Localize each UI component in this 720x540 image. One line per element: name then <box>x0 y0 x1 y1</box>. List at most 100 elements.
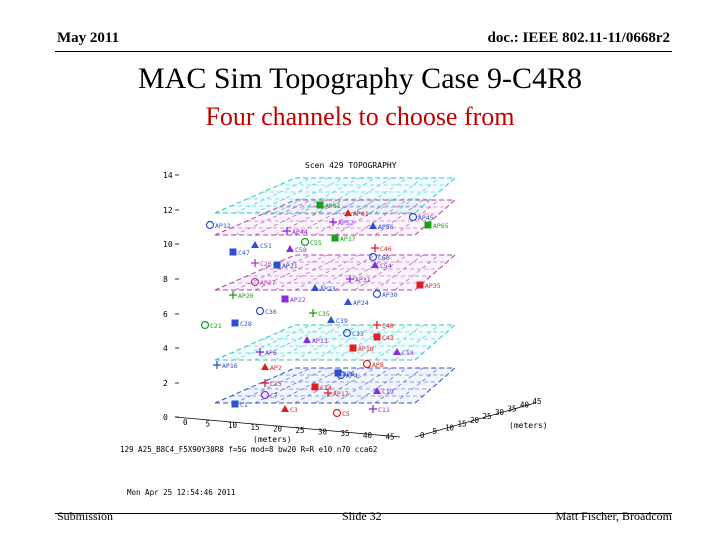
node-label: C60 <box>378 254 390 262</box>
header-divider <box>55 51 672 52</box>
plane-grid-line <box>274 177 344 214</box>
node-label: C33 <box>352 330 364 338</box>
plane-grid-line <box>294 199 360 236</box>
node-label: C3 <box>290 406 298 414</box>
plane-grid-line <box>394 254 440 291</box>
plane-grid-line <box>374 324 424 361</box>
z-axis-line <box>414 402 536 438</box>
plane-grid-line <box>314 254 376 291</box>
y-tick-label: 10 <box>163 240 173 249</box>
plane-outline <box>214 177 457 214</box>
plane-grid-line <box>294 367 360 404</box>
x-axis-line <box>174 416 401 438</box>
footer-submission: Submission <box>57 509 114 523</box>
node-marker <box>372 289 382 299</box>
plane-grid-line <box>254 177 328 214</box>
plane-grid-line <box>374 367 424 404</box>
plane-outline <box>214 324 457 361</box>
node-marker <box>424 221 432 229</box>
node-label: C5 <box>342 410 350 418</box>
node-label: AP44 <box>292 228 308 236</box>
node-marker <box>344 209 352 216</box>
node-marker <box>327 316 335 323</box>
node-label: AP10 <box>358 345 374 353</box>
node-label: C54 <box>380 262 392 270</box>
node-marker <box>250 277 260 287</box>
plane-grid-line <box>294 324 360 361</box>
x-tick-label: 25 <box>296 426 305 435</box>
node-marker <box>342 328 352 338</box>
node-label: C47 <box>238 249 250 257</box>
node-label: C55 <box>310 239 322 247</box>
node-marker <box>368 252 378 262</box>
x-axis-label: (meters) <box>253 435 292 444</box>
plane-grid-line <box>254 254 328 291</box>
node-label: C7 <box>270 392 278 400</box>
z-tick-label: 5 <box>433 427 438 436</box>
node-label: AP13 <box>312 337 328 345</box>
node-marker <box>251 241 259 248</box>
node-label: AP31 <box>355 276 371 284</box>
node-label: C43 <box>382 334 394 342</box>
node-marker <box>373 387 381 394</box>
z-tick-label: 40 <box>520 401 530 410</box>
node-label: AP21 <box>282 262 298 270</box>
plane-grid-line <box>354 254 408 291</box>
channel-plane-1 <box>214 324 457 361</box>
node-label: C21 <box>210 322 222 330</box>
node-marker <box>408 212 418 222</box>
plane-grid-line <box>294 177 360 214</box>
node-label: C39 <box>336 317 348 325</box>
node-marker <box>231 400 239 408</box>
node-label: AP6 <box>265 349 277 357</box>
node-label: C1 <box>240 401 248 409</box>
plane-grid-line <box>314 324 376 361</box>
z-tick-label: 35 <box>508 404 517 413</box>
footer-divider <box>55 513 672 514</box>
node-marker <box>255 306 265 316</box>
plane-outline <box>214 367 457 404</box>
node-marker <box>281 405 289 412</box>
simulation-params: 129 A25_B8C4_F5X90Y30R8 f=5G mod=8 bw20 … <box>120 445 377 454</box>
footer-slide-number: Slide 32 <box>342 509 382 523</box>
node-label: AP16 <box>222 362 238 370</box>
node-label: AP20 <box>238 292 254 300</box>
z-tick-label: 20 <box>470 416 480 425</box>
node-marker <box>281 295 289 303</box>
node-marker <box>200 320 210 330</box>
plot-title: Scen 429 TOPOGRAPHY <box>305 161 397 170</box>
node-marker <box>393 348 401 355</box>
y-tick-label: 0 <box>163 413 168 422</box>
node-marker <box>261 363 269 370</box>
plane-grid-line <box>274 367 344 404</box>
figure-timestamp: Mon Apr 25 12:54:46 2011 <box>127 488 235 497</box>
channel-plane-4 <box>214 177 457 214</box>
node-marker <box>349 344 357 352</box>
x-tick-label: 40 <box>363 431 373 440</box>
node-label: AP17 <box>340 235 356 243</box>
node-marker <box>316 201 324 209</box>
z-axis-label: (meters) <box>509 421 548 430</box>
node-label: C18 <box>402 349 414 357</box>
z-tick-label: 10 <box>445 423 455 432</box>
node-label: C35 <box>318 310 330 318</box>
node-marker <box>303 336 311 343</box>
node-label: AP17 <box>333 390 349 398</box>
node-label: C51 <box>260 242 272 250</box>
node-label: C46 <box>380 245 392 253</box>
node-marker <box>371 261 379 268</box>
plane-grid-line <box>354 177 408 214</box>
z-tick-label: 15 <box>458 420 467 429</box>
node-label: C58 <box>295 246 307 254</box>
node-marker <box>300 237 310 247</box>
node-marker <box>336 370 346 380</box>
node-label: AP23 <box>320 285 336 293</box>
node-label: C28 <box>240 320 252 328</box>
node-markers: AP81 AP61 AP45 AP52 AP65 AP56 AP12 AP44 AP17 C51 C… <box>200 201 449 418</box>
node-label: AP24 <box>353 299 369 307</box>
slide-title: MAC Sim Topography Case 9-C4R8 <box>137 62 583 95</box>
node-marker <box>362 359 372 369</box>
node-label: C14 <box>320 384 332 392</box>
node-label: AP4 <box>346 372 358 380</box>
node-marker <box>369 222 377 229</box>
